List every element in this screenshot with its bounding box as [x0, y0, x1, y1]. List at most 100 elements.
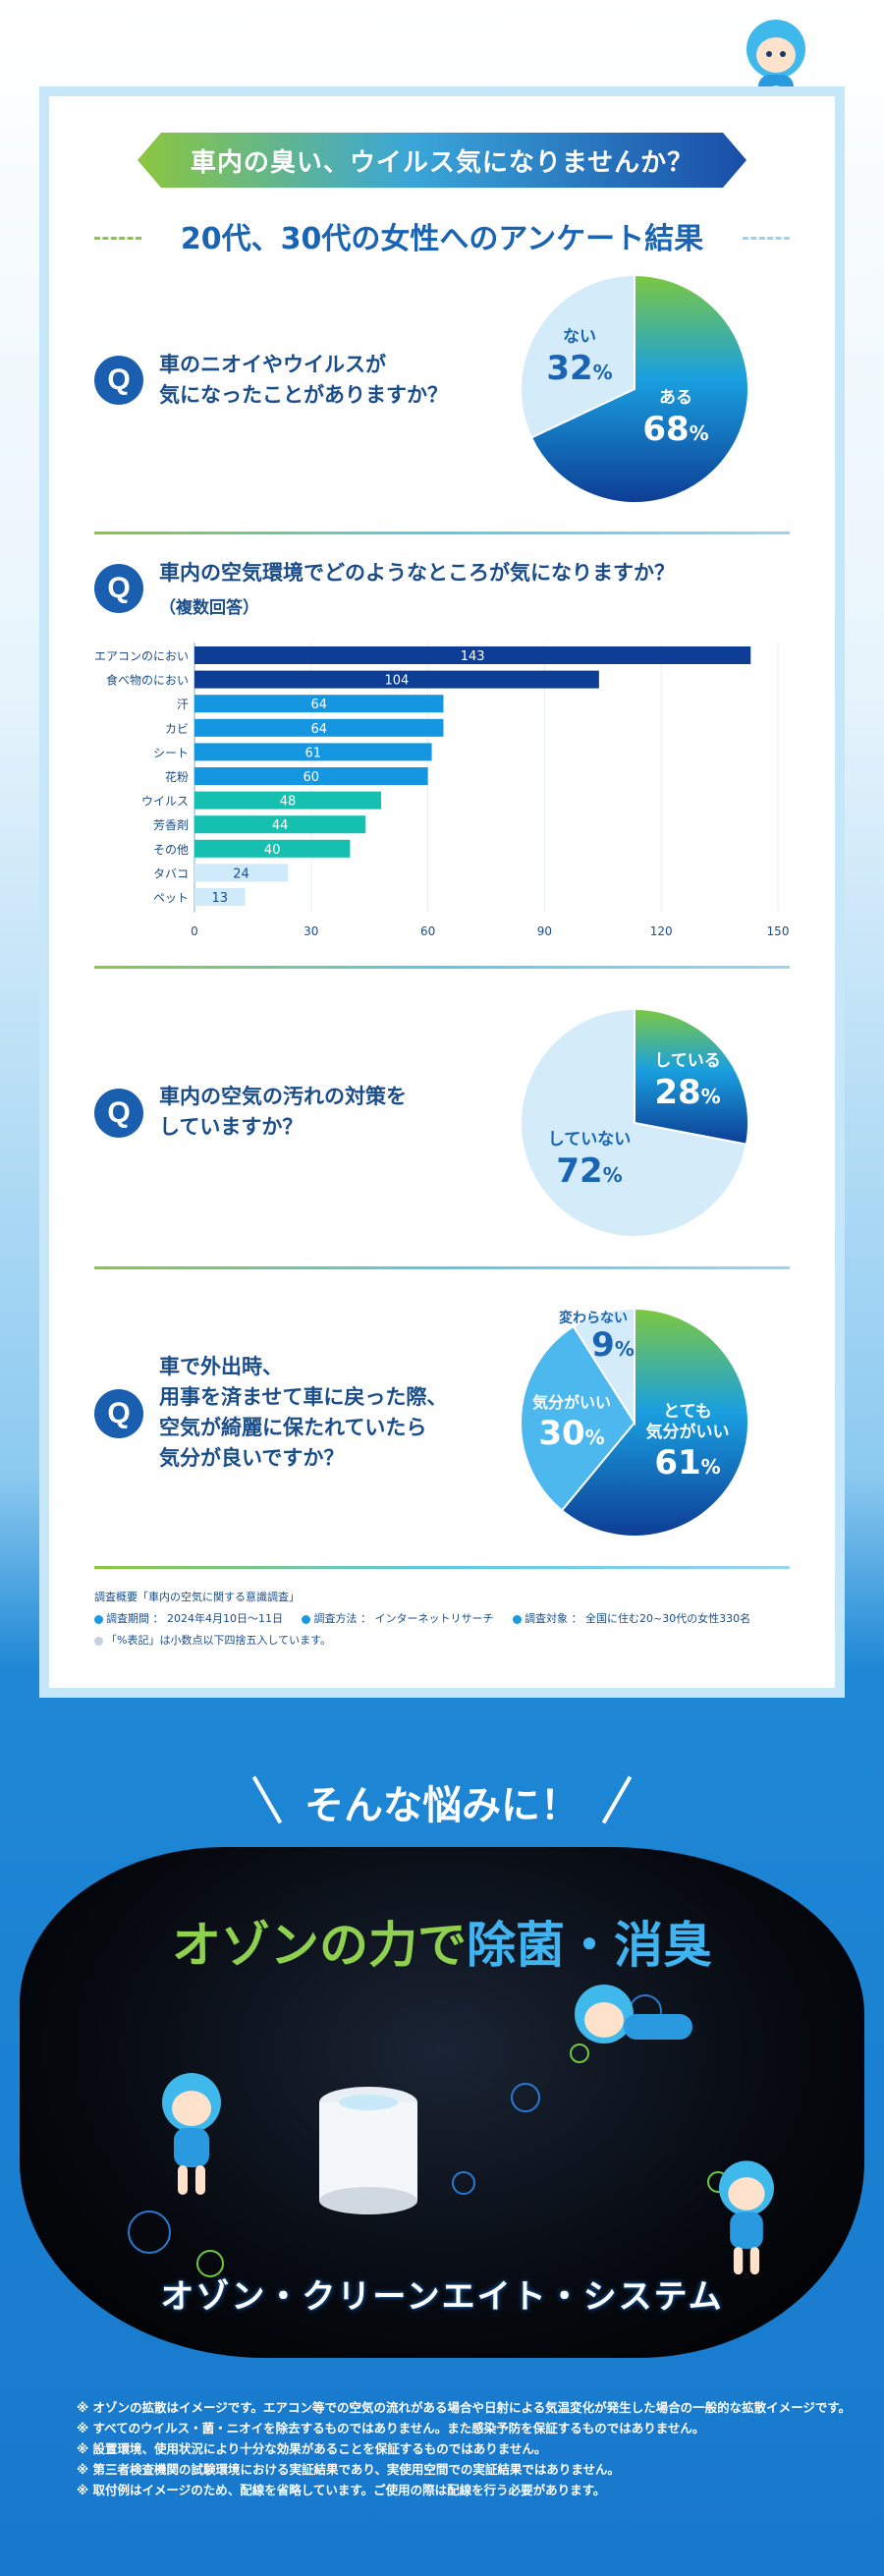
q-badge: Q — [94, 356, 143, 405]
pie-slice — [572, 1307, 635, 1427]
category-label: 花粉 — [165, 769, 189, 784]
banner-text: 車内の臭い、ウイルス気になりませんか？ — [190, 147, 694, 178]
headline-banner: 車内の臭い、ウイルス気になりませんか？ — [138, 133, 746, 188]
slice-label: している — [654, 1051, 721, 1071]
category-label: ウイルス — [141, 795, 189, 809]
slice-value: 9% — [591, 1325, 635, 1365]
question-2-sub: （複数回答） — [159, 598, 259, 618]
slice-label: ない — [563, 327, 596, 347]
bar-value-label: 143 — [461, 649, 485, 664]
bar — [194, 718, 444, 737]
bullet-icon — [512, 1614, 522, 1624]
system-name: オゾン・クリーンエイト・システム — [160, 2277, 724, 2317]
x-tick-label: 90 — [537, 924, 552, 938]
q-badge: Q — [94, 564, 143, 613]
bar-value-label: 24 — [233, 867, 249, 881]
slice-label: 気分がいい — [532, 1393, 611, 1412]
bar — [194, 791, 382, 810]
slice-label: していない — [548, 1130, 632, 1149]
air-purifier-device — [319, 2087, 417, 2214]
question-3-line: していますか？ — [159, 1115, 304, 1139]
bar — [194, 646, 751, 664]
category-label: その他 — [153, 843, 189, 857]
bullet-icon — [302, 1614, 311, 1624]
bar-value-label: 61 — [305, 746, 322, 760]
disclaimer-notes: ※ オゾンの拡散はイメージです。エアコン等での空気の流れがある場合や日射による気… — [77, 2397, 851, 2500]
note-item: ※ 取付例はイメージのため、配線を省略しています。ご使用の際は配線を行う必要があ… — [77, 2483, 606, 2497]
category-label: カビ — [165, 722, 189, 736]
question-3-line: 車内の空気の汚れの対策を — [159, 1085, 407, 1108]
question-4: 車で外出時、 用事を済ませて車に戻った際、 空気が綺麗に保たれていたら 気分が良… — [159, 1352, 447, 1474]
category-label: シート — [153, 746, 189, 759]
note-item: ※ 第三者検査機関の試験環境における実証結果であり、実使用空間での実証結果ではあ… — [77, 2462, 621, 2477]
bar — [194, 670, 599, 689]
bar-value-label: 64 — [310, 722, 327, 737]
ozone-bubble — [196, 2250, 224, 2277]
bar-value-label: 48 — [280, 795, 297, 810]
ozone-bubble — [570, 2044, 589, 2063]
slice-value: 28% — [654, 1073, 720, 1112]
category-label: エアコンのにおい — [94, 649, 189, 663]
ozone-bubble — [452, 2171, 475, 2195]
question-4-line: 気分が良いですか？ — [159, 1446, 345, 1470]
x-tick-label: 150 — [767, 924, 790, 938]
x-tick-label: 0 — [191, 924, 198, 938]
survey-method: 調査方法 ： インターネットリサーチ — [313, 1612, 494, 1625]
pie-slice — [520, 273, 635, 439]
category-label: タバコ — [153, 867, 189, 880]
bar-value-label: 44 — [272, 818, 289, 833]
category-label: 芳香剤 — [153, 817, 189, 832]
slice-value: 30% — [538, 1414, 604, 1453]
slice-label: 気分がいい — [645, 1422, 730, 1442]
slice-label: ある — [659, 388, 692, 408]
mascot-illustration — [162, 2073, 221, 2195]
question-4-line: 用事を済ませて車に戻った際、 — [159, 1385, 448, 1409]
note-item: ※ オゾンの拡散はイメージです。エアコン等での空気の流れがある場合や日射による気… — [77, 2400, 852, 2415]
promo-heading: そんな悩みに！ — [304, 1783, 580, 1828]
note-item: ※ すべてのウイルス・菌・ニオイを除去するものではありません。また感染予防を保証… — [77, 2421, 705, 2436]
bullet-icon — [94, 1636, 103, 1646]
bar-value-label: 60 — [304, 770, 320, 785]
mascot-illustration — [575, 1985, 692, 2044]
section-divider — [94, 532, 790, 534]
question-4-line: 車で外出時、 — [159, 1355, 283, 1378]
section-divider — [94, 966, 790, 969]
pie-slice — [529, 273, 749, 504]
slice-label: 変わらない — [559, 1310, 628, 1326]
bar — [194, 888, 246, 906]
category-label: ペット — [153, 891, 189, 905]
slice-value: 72% — [556, 1151, 622, 1191]
question-3: 車内の空気の汚れの対策を していますか？ — [159, 1082, 407, 1143]
slice-label: とても — [663, 1402, 712, 1422]
bar-value-label: 40 — [264, 843, 281, 858]
ozone-bubble — [128, 2211, 171, 2254]
bullet-icon — [94, 1614, 103, 1624]
bar — [194, 743, 432, 761]
survey-period: 調査期間 ： 2024年4月10日〜11日 — [106, 1612, 283, 1625]
section-divider — [94, 1566, 790, 1569]
question-2: 車内の空気環境でどのようなところが気になりますか？ — [159, 561, 675, 585]
bar — [194, 815, 366, 834]
slice-value: 61% — [654, 1443, 720, 1483]
mascot-illustration — [719, 2160, 774, 2275]
pie-slice — [560, 1307, 749, 1538]
bar — [194, 695, 444, 713]
survey-overview: 調査概要「車内の空気に関する意識調査」 調査期間 ： 2024年4月10日〜11… — [94, 1587, 766, 1652]
slice-value: 68% — [642, 410, 708, 449]
q-badge: Q — [94, 1389, 143, 1438]
x-tick-label: 120 — [650, 924, 673, 938]
x-tick-label: 60 — [420, 924, 435, 938]
survey-title: 調査概要「車内の空気に関する意識調査」 — [94, 1591, 300, 1603]
bar-value-label: 104 — [385, 674, 410, 689]
question-4-line: 空気が綺麗に保たれていたら — [159, 1416, 427, 1439]
x-tick-label: 30 — [304, 924, 318, 938]
car-interior-image: オゾンの力で除菌・消臭 オゾン・クリーンエイト・システム — [20, 1847, 864, 2358]
note-item: ※ 設置環境、使用状況により十分な効果があることを保証するものではありません。 — [77, 2441, 547, 2456]
survey-target: 調査対象 ： 全国に住む20~30代の女性330名 — [524, 1612, 751, 1625]
decorative-dash — [743, 237, 790, 240]
headline-blue: 除菌・消臭 — [467, 1917, 712, 1974]
pie-slice — [520, 1007, 748, 1238]
